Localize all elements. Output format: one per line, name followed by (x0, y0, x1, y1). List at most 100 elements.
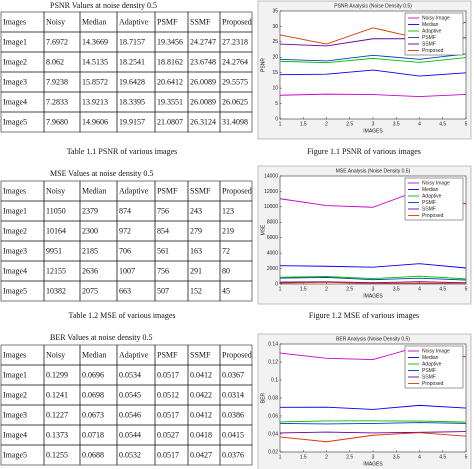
table-value: 19.9157 (119, 117, 145, 126)
table-value: 0.0415 (222, 430, 244, 439)
table-value: 163 (190, 246, 202, 255)
table-value: 18.2541 (119, 57, 145, 66)
table-value: 8.062 (46, 57, 64, 66)
table-value: 279 (190, 226, 202, 235)
legend-label: Adaptive (422, 361, 442, 367)
y-tick-label: 0.02 (268, 449, 278, 455)
table-value: 0.1241 (46, 390, 68, 399)
table-value: 29.5575 (222, 77, 248, 86)
table-value: 2185 (82, 246, 98, 255)
y-tick-label: 0.08 (268, 395, 278, 401)
table-header: PSMF (157, 350, 178, 359)
x-axis-label: IMAGES (363, 293, 383, 299)
table-value: 2379 (82, 206, 98, 215)
table-value: 7.2833 (46, 97, 68, 106)
legend-label: Noisy Image (422, 180, 450, 186)
legend-label: Proposed (422, 381, 444, 387)
x-tick-label: 3.5 (393, 454, 400, 460)
y-tick-label: 5 (275, 101, 278, 107)
series-line (279, 69, 467, 77)
table-header: Median (82, 186, 106, 195)
table-value: 24.2764 (222, 57, 248, 66)
figure-caption: Figure 1.2 MSE of various images (309, 311, 419, 320)
table-value: 219 (222, 226, 234, 235)
y-tick-label: 0.14 (268, 341, 278, 347)
x-tick-label: 4.5 (439, 286, 446, 292)
table-value: 0.0545 (119, 390, 141, 399)
x-tick-label: 2 (325, 286, 328, 292)
table-value: 0.0718 (82, 430, 104, 439)
y-axis-label: MSE (260, 224, 266, 236)
table-value: 0.0412 (190, 410, 212, 419)
table-value: Image5 (3, 286, 27, 295)
figure-caption: Figure 1.1 PSNR of various images (307, 147, 421, 156)
table-header: Adaptive (119, 350, 149, 359)
table-value: 706 (119, 246, 131, 255)
legend-label: Proposed (422, 213, 444, 219)
table-value: Image3 (3, 77, 27, 86)
chart-title: MSE Analysis (Noise Density 0.5) (336, 168, 411, 174)
legend-label: Noisy Image (422, 348, 450, 354)
series-line (279, 275, 467, 280)
table-value: 0.0534 (119, 370, 141, 379)
series-line (279, 263, 467, 269)
legend-label: Noisy Image (422, 15, 450, 21)
table-value: 0.0517 (157, 410, 179, 419)
x-tick-label: 1.5 (300, 121, 307, 127)
x-tick-label: 2.5 (346, 121, 353, 127)
x-tick-label: 5 (465, 454, 468, 460)
table-value: 0.0418 (190, 430, 212, 439)
table-value: 756 (157, 266, 169, 275)
table-header: Images (3, 17, 26, 26)
table-caption: Table 1.2 MSE of various images (69, 311, 176, 320)
table-value: 291 (190, 266, 202, 275)
x-tick-label: 4.5 (439, 454, 446, 460)
table-value: 0.0386 (222, 410, 244, 419)
y-tick-label: 0 (275, 281, 278, 287)
y-axis-label: PSNR (260, 58, 266, 72)
table-value: 0.0546 (119, 410, 141, 419)
series-line (279, 431, 467, 434)
table-value: 0.0532 (119, 450, 141, 459)
table-value: 19.6428 (119, 77, 145, 86)
x-tick-label: 1 (279, 286, 282, 292)
table-value: Image4 (3, 430, 27, 439)
y-tick-label: 10000 (264, 204, 278, 210)
table-value: 0.0696 (82, 370, 104, 379)
table-value: 18.7157 (119, 37, 145, 46)
legend-box (404, 177, 464, 221)
x-tick-label: 4.5 (439, 121, 446, 127)
table-cell (219, 111, 253, 133)
table-value: Image3 (3, 246, 27, 255)
table-value: 19.3551 (157, 97, 183, 106)
legend-label: SSMF (422, 206, 436, 212)
table-value: 0.0376 (222, 450, 244, 459)
table-value: Image2 (3, 390, 27, 399)
table-value: Image1 (3, 37, 27, 46)
x-tick-label: 5 (465, 286, 468, 292)
table-value: 11050 (46, 206, 66, 215)
table-value: 26.0625 (222, 97, 248, 106)
x-axis-label: IMAGES (363, 461, 383, 467)
legend-label: PSMF (422, 368, 436, 374)
table-value: 0.0698 (82, 390, 104, 399)
table-header: Noisy (46, 350, 65, 359)
table-value: 0.0527 (157, 430, 179, 439)
table-value: 26.0089 (190, 77, 216, 86)
table-header: Images (3, 350, 26, 359)
table-value: 31.4098 (222, 117, 248, 126)
table-value: 10164 (46, 226, 66, 235)
y-tick-label: 35 (272, 8, 278, 14)
x-tick-label: 2.5 (346, 454, 353, 460)
legend-label: Adaptive (422, 28, 442, 34)
legend-label: Median (422, 22, 439, 28)
table-value: 123 (222, 206, 234, 215)
table-value: 0.0512 (157, 390, 179, 399)
x-tick-label: 2 (325, 454, 328, 460)
y-tick-label: 8000 (267, 220, 278, 226)
table-header: Images (3, 186, 26, 195)
y-tick-label: 14000 (264, 173, 278, 179)
table-value: 12155 (46, 266, 66, 275)
table-value: 854 (157, 226, 169, 235)
legend-box (404, 345, 464, 389)
